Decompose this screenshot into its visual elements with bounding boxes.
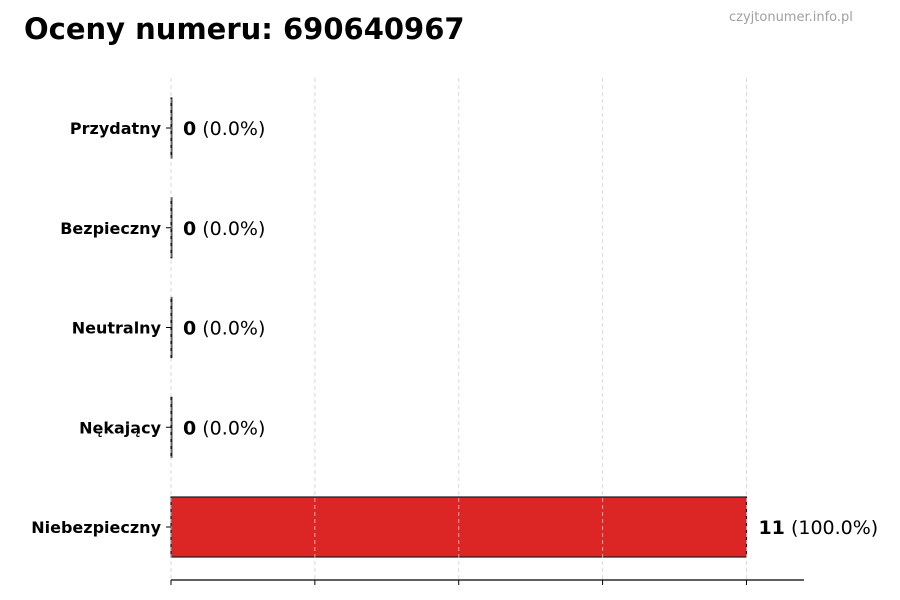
data-label-value: 0 (183, 318, 196, 340)
y-tick-label: Bezpieczny (60, 219, 161, 238)
bar-nękający (170, 396, 173, 458)
chart-title: Oceny numeru: 690640967 (24, 12, 465, 46)
data-label-percent: (100.0%) (785, 517, 878, 539)
bar-neutralny (170, 296, 173, 359)
data-label-value: 0 (183, 218, 196, 240)
data-label-percent: (0.0%) (196, 118, 265, 140)
data-label-value: 0 (183, 118, 196, 140)
y-tick-label: Nękający (79, 418, 161, 437)
data-label: 0 (0.0%) (183, 318, 265, 340)
data-label-percent: (0.0%) (196, 218, 265, 240)
y-tick-label: Niebezpieczny (31, 518, 161, 537)
data-label: 0 (0.0%) (183, 218, 265, 240)
data-label: 0 (0.0%) (183, 417, 265, 439)
data-label-value: 0 (183, 417, 196, 439)
watermark: czyjtonumer.info.pl (729, 10, 853, 25)
data-label-percent: (0.0%) (196, 318, 265, 340)
y-tick-label: Przydatny (70, 119, 162, 138)
data-label-percent: (0.0%) (196, 417, 265, 439)
data-label-value: 11 (758, 517, 784, 539)
data-label: 0 (0.0%) (183, 118, 265, 140)
data-label: 11 (100.0%) (758, 517, 878, 539)
y-tick-label: Neutralny (72, 319, 162, 338)
